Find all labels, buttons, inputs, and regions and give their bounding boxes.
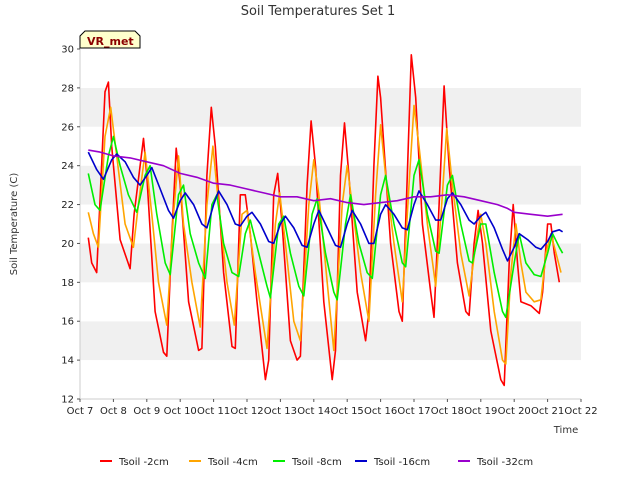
legend-label: Tsoil -8cm bbox=[291, 457, 342, 468]
legend-label: Tsoil -4cm bbox=[207, 457, 258, 468]
y-tick-label: 30 bbox=[61, 45, 74, 56]
y-tick-label: 22 bbox=[61, 200, 74, 211]
series-line bbox=[87, 135, 564, 319]
x-tick-label: Oct 21 bbox=[531, 406, 564, 417]
grid-band bbox=[80, 126, 581, 166]
y-axis-label: Soil Temperature (C) bbox=[9, 173, 20, 276]
x-tick-label: Oct 12 bbox=[230, 406, 263, 417]
plot-frame bbox=[79, 49, 581, 400]
grid-band bbox=[80, 49, 581, 88]
legend: Tsoil -2cm Tsoil -4cm Tsoil -8cm Tsoil -16c… bbox=[100, 457, 533, 468]
y-tick-label: 14 bbox=[61, 356, 74, 367]
x-tick-label: Oct 11 bbox=[197, 406, 230, 417]
badge-box bbox=[79, 30, 141, 49]
x-tick-label: Oct 13 bbox=[264, 406, 297, 417]
y-tick-label: 20 bbox=[61, 239, 74, 250]
x-tick-label: Oct 17 bbox=[397, 406, 430, 417]
badge-label: VR_met bbox=[87, 35, 134, 48]
grid-band bbox=[80, 204, 581, 244]
y-tick-label: 16 bbox=[61, 317, 74, 328]
x-tick-label: Oct 18 bbox=[431, 406, 464, 417]
legend-label: Tsoil -2cm bbox=[118, 457, 169, 468]
legend-label: Tsoil -32cm bbox=[476, 457, 533, 468]
legend-label: Tsoil -16cm bbox=[373, 457, 430, 468]
x-tick-label: Oct 9 bbox=[133, 406, 160, 417]
y-tick-label: 24 bbox=[61, 161, 74, 172]
y-tick-label: 18 bbox=[61, 278, 74, 289]
x-tick-label: Oct 22 bbox=[564, 406, 597, 417]
y-tick-label: 12 bbox=[61, 395, 74, 406]
x-tick-label: Oct 10 bbox=[164, 406, 197, 417]
y-tick-label: 26 bbox=[61, 122, 74, 133]
x-tick-label: Oct 19 bbox=[464, 406, 497, 417]
y-tick-label: 28 bbox=[61, 83, 74, 94]
x-tick-label: Oct 14 bbox=[297, 406, 330, 417]
x-tick-label: Oct 8 bbox=[100, 406, 127, 417]
grid-band bbox=[80, 87, 581, 127]
series-line bbox=[87, 104, 562, 365]
series-line bbox=[88, 149, 563, 217]
station-badge: VR_met bbox=[79, 30, 141, 49]
series-lines bbox=[87, 54, 564, 387]
axes: 12 14 16 18 20 22 24 26 28 30 Oct 7 Oct 8 Oct 9 Oct 1… bbox=[61, 45, 597, 418]
chart-title: Soil Temperatures Set 1 bbox=[241, 4, 396, 19]
x-axis-label: Time bbox=[553, 425, 578, 436]
x-tick-label: Oct 15 bbox=[331, 406, 364, 417]
x-tick-label: Oct 16 bbox=[364, 406, 397, 417]
x-tick-label: Oct 7 bbox=[67, 406, 94, 417]
series-line bbox=[87, 151, 564, 262]
x-tick-label: Oct 20 bbox=[498, 406, 531, 417]
